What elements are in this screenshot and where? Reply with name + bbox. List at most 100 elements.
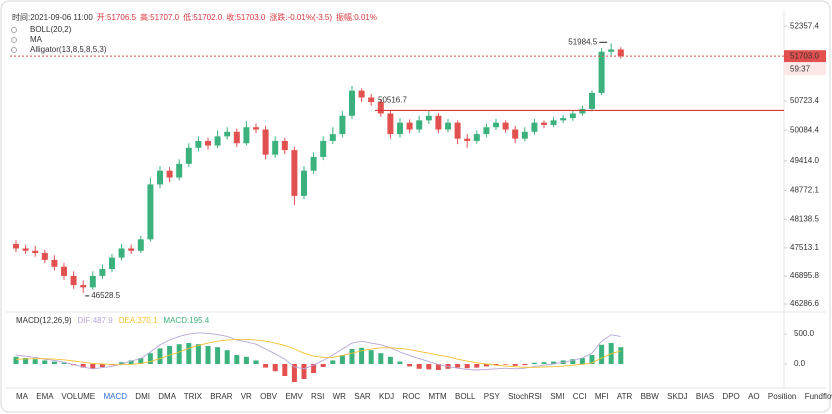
indicator-tab[interactable]: Fundflow <box>805 392 832 401</box>
candle-body <box>243 127 250 144</box>
indicator-tab[interactable]: SKDJ <box>667 392 687 401</box>
candle-body <box>425 115 432 121</box>
macd-bar <box>618 347 624 365</box>
macd-bar <box>147 353 153 365</box>
candle-body <box>157 170 163 185</box>
indicator-tab[interactable]: OBV <box>260 392 278 401</box>
candle-body <box>521 131 528 139</box>
candle-body <box>349 90 355 116</box>
indicator-tab[interactable]: BRAR <box>210 392 232 401</box>
candle-body <box>22 248 29 251</box>
candle-body <box>377 102 384 114</box>
candle-body <box>195 140 202 148</box>
y-tick-label: 46286.6 <box>790 299 819 308</box>
candle-body <box>608 49 615 52</box>
indicator-tab[interactable]: StochRSI <box>508 392 542 401</box>
indicator-tab[interactable]: EMA <box>36 392 54 401</box>
macd-bar <box>99 364 105 368</box>
macd-bar <box>243 356 249 365</box>
candle-body <box>128 248 135 251</box>
candle-body <box>464 138 471 141</box>
candle-body <box>166 170 173 178</box>
indicator-tab[interactable]: MACD <box>103 392 127 401</box>
indicator-tab[interactable]: VOLUME <box>61 392 95 401</box>
macd-bar <box>522 364 528 366</box>
indicator-eye <box>11 37 17 43</box>
indicator-tab[interactable]: CCI <box>573 392 587 401</box>
macd-line <box>15 332 621 371</box>
macd-bar <box>263 364 269 368</box>
indicator-tab[interactable]: DPO <box>722 392 739 401</box>
macd-bar <box>359 347 365 365</box>
header-field: 收:51703.0 <box>226 12 266 22</box>
indicator-tab[interactable]: DMI <box>135 392 150 401</box>
macd-bar <box>599 344 605 365</box>
indicator-eye <box>11 27 17 33</box>
macd-bar <box>186 343 192 365</box>
candle-body <box>579 108 586 114</box>
candle-body <box>541 122 547 125</box>
indicator-tab[interactable]: BIAS <box>696 392 714 401</box>
candle-body <box>435 115 442 130</box>
macd-title: MACD(12,26,9) <box>16 316 72 325</box>
y-tick-label: 52357.4 <box>790 21 819 30</box>
candle-body <box>560 118 567 121</box>
indicator-tab[interactable]: KDJ <box>379 392 394 401</box>
macd-bar <box>157 348 163 365</box>
indicator-tab[interactable]: VR <box>241 392 252 401</box>
candle-body <box>502 122 509 130</box>
macd-bar <box>51 361 57 365</box>
indicator-tab[interactable]: BOLL <box>455 392 476 401</box>
indicator-tab[interactable]: PSY <box>484 392 501 401</box>
candle-body <box>32 250 39 254</box>
macd-bar <box>570 359 576 365</box>
indicator-tab[interactable]: MA <box>16 392 29 401</box>
macd-bar <box>23 358 29 365</box>
candle-body <box>51 259 58 267</box>
indicator-tab[interactable]: ROC <box>402 392 420 401</box>
indicator-tab[interactable]: SMI <box>550 392 564 401</box>
candle-body <box>176 163 183 178</box>
y-tick-label: 50084.4 <box>790 125 819 134</box>
macd-bar <box>224 350 230 365</box>
indicator-tab[interactable]: Position <box>768 392 796 401</box>
macd-bar <box>195 344 201 365</box>
y-tick-label: 500.0 <box>794 329 815 338</box>
candle-body <box>253 127 259 130</box>
indicator-tab[interactable]: DMA <box>158 392 176 401</box>
candle-body <box>454 122 461 139</box>
candle-body <box>598 51 605 93</box>
indicator-tab[interactable]: EMV <box>285 392 303 401</box>
candle-body <box>493 122 499 128</box>
indicator-tab[interactable]: TRIX <box>184 392 203 401</box>
indicator-tab[interactable]: AO <box>748 392 760 401</box>
macd-bar <box>330 360 336 365</box>
macd-bar <box>493 364 499 366</box>
indicator-tab[interactable]: RSI <box>311 392 324 401</box>
countdown: 59:37 <box>790 64 811 73</box>
indicator-tab[interactable]: WR <box>333 392 347 401</box>
macd-bar <box>397 361 403 365</box>
candle-body <box>397 122 403 135</box>
indicator-tab[interactable]: MFI <box>595 392 609 401</box>
countdown-box <box>784 63 826 76</box>
macd-legend: MACD(12,26,9) DIF:487.9 DEA:370.1 MACD:195.… <box>16 316 210 325</box>
candle-body <box>483 127 490 135</box>
indicator-tab[interactable]: MTM <box>429 392 448 401</box>
macd-bar <box>13 356 19 365</box>
macd-bar <box>32 359 38 365</box>
legend-entry: DEA:370.1 <box>119 316 158 325</box>
candle-body <box>387 113 394 135</box>
macd-bar <box>503 364 509 365</box>
macd-bar <box>416 364 422 369</box>
candle-body <box>281 140 288 151</box>
macd-bar <box>455 364 461 368</box>
indicator-tab[interactable]: BBW <box>641 392 660 401</box>
macd-bar <box>512 364 518 366</box>
macd-bar <box>339 355 345 365</box>
indicator-tab[interactable]: SAR <box>354 392 371 401</box>
indicator-tab[interactable]: ATR <box>617 392 633 401</box>
candle-body <box>89 275 96 288</box>
legend-entry: DIF:487.9 <box>78 316 114 325</box>
